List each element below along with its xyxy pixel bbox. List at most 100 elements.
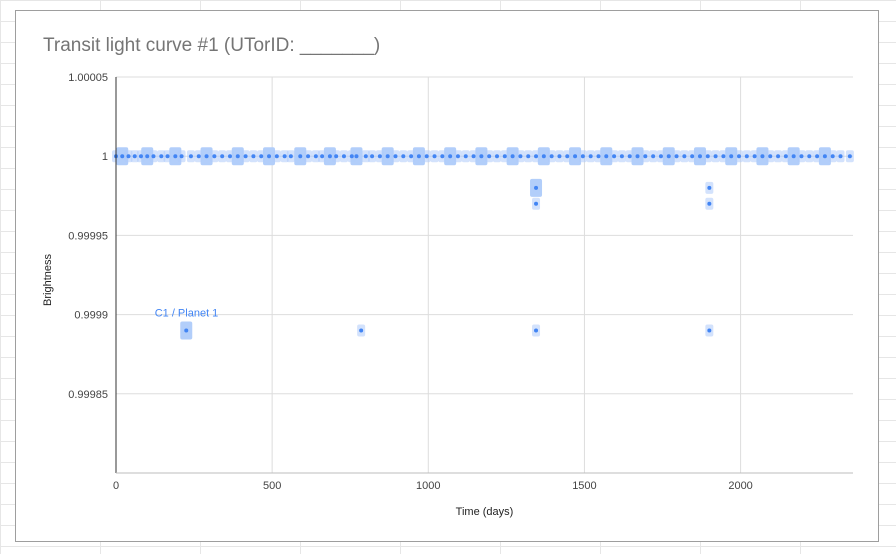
data-point (791, 154, 796, 159)
data-point (282, 154, 287, 159)
data-point (227, 154, 232, 159)
data-point (349, 154, 354, 159)
data-point (643, 154, 648, 159)
annotation-label: C1 / Planet 1 (155, 307, 219, 319)
data-point (267, 154, 272, 159)
data-point (518, 154, 523, 159)
data-point (212, 154, 217, 159)
data-point (612, 154, 617, 159)
data-point (776, 154, 781, 159)
data-point (830, 154, 835, 159)
x-tick-label: 2000 (728, 480, 752, 492)
data-point (359, 328, 364, 333)
data-point (393, 154, 398, 159)
data-point (455, 154, 460, 159)
data-point (534, 154, 539, 159)
data-point (306, 154, 311, 159)
data-point (783, 154, 788, 159)
x-tick-label: 0 (113, 480, 119, 492)
data-point (463, 154, 468, 159)
data-point (173, 154, 178, 159)
data-point (298, 154, 303, 159)
data-point (327, 154, 332, 159)
data-point (243, 154, 248, 159)
data-point (707, 185, 712, 190)
data-point (737, 154, 742, 159)
data-point (126, 154, 131, 159)
data-point (313, 154, 318, 159)
data-point (627, 154, 632, 159)
data-point (363, 154, 368, 159)
data-point (159, 154, 164, 159)
data-point (549, 154, 554, 159)
data-point (432, 154, 437, 159)
data-point (534, 201, 539, 206)
x-axis-title: Time (days) (456, 506, 514, 518)
data-point (220, 154, 225, 159)
y-tick-label: 0.9999 (74, 310, 108, 322)
data-point (526, 154, 531, 159)
chart-title: Transit light curve #1 (UTorID: _______) (43, 35, 381, 56)
data-point (409, 154, 414, 159)
data-point (288, 154, 293, 159)
data-point (658, 154, 663, 159)
data-point (138, 154, 143, 159)
data-point (165, 154, 170, 159)
data-point (334, 154, 339, 159)
x-tick-label: 1000 (416, 480, 440, 492)
data-point (120, 154, 125, 159)
data-point (635, 154, 640, 159)
y-tick-label: 1.00005 (68, 72, 108, 84)
data-point (557, 154, 562, 159)
data-point (713, 154, 718, 159)
data-point (619, 154, 624, 159)
data-point (401, 154, 406, 159)
data-point (274, 154, 279, 159)
data-point (744, 154, 749, 159)
data-point (596, 154, 601, 159)
data-point (479, 154, 484, 159)
data-point (341, 154, 346, 159)
data-point (235, 154, 240, 159)
data-point (729, 154, 734, 159)
data-point (807, 154, 812, 159)
data-point (682, 154, 687, 159)
data-point (588, 154, 593, 159)
data-point (580, 154, 585, 159)
data-point (815, 154, 820, 159)
data-point (721, 154, 726, 159)
data-point (847, 154, 852, 159)
data-point (707, 328, 712, 333)
data-point (707, 201, 712, 206)
data-point (416, 154, 421, 159)
data-point (370, 154, 375, 159)
data-point (196, 154, 201, 159)
data-point (534, 328, 539, 333)
data-point (132, 154, 137, 159)
x-tick-label: 500 (263, 480, 281, 492)
x-tick-label: 1500 (572, 480, 596, 492)
data-point (674, 154, 679, 159)
data-point (651, 154, 656, 159)
data-point (184, 328, 189, 333)
y-tick-label: 1 (102, 151, 108, 163)
data-point (377, 154, 382, 159)
data-point (666, 154, 671, 159)
data-point (752, 154, 757, 159)
data-point (487, 154, 492, 159)
data-point (424, 154, 429, 159)
data-point (690, 154, 695, 159)
y-tick-label: 0.99995 (68, 230, 108, 242)
data-point (179, 154, 184, 159)
data-point (760, 154, 765, 159)
data-point (151, 154, 156, 159)
data-point (440, 154, 445, 159)
data-point (697, 154, 702, 159)
tick-labels: 0.99985 0.9999 0.99995 1 1.00005 0 500 1000 1500… (68, 72, 753, 492)
data-point (320, 154, 325, 159)
data-point (188, 154, 193, 159)
data-point (204, 154, 209, 159)
data-point (534, 185, 539, 190)
data-point (573, 154, 578, 159)
